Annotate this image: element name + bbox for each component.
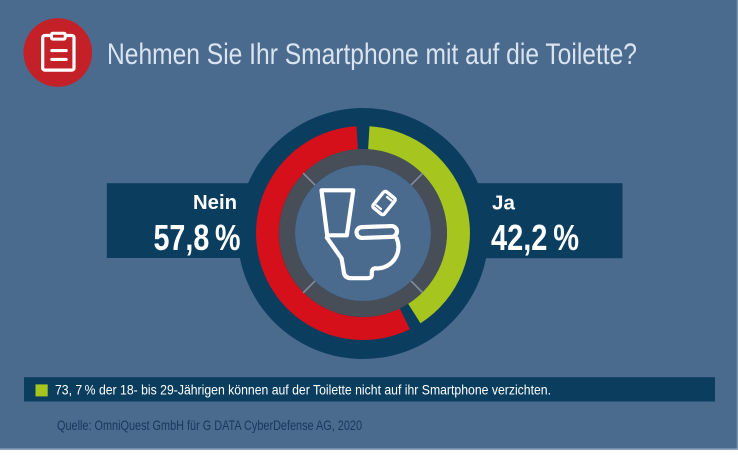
svg-text:42,2 %: 42,2 %: [491, 217, 579, 258]
svg-text:Ja: Ja: [492, 192, 515, 215]
svg-text:73, 7 % der 18- bis 29-Jährige: 73, 7 % der 18- bis 29-Jährigen können a…: [55, 383, 551, 399]
svg-text:Nehmen Sie Ihr Smartphone mit: Nehmen Sie Ihr Smartphone mit auf die To…: [107, 38, 637, 71]
svg-text:57,8 %: 57,8 %: [154, 217, 241, 258]
svg-text:Nein: Nein: [193, 191, 237, 214]
svg-text:Quelle: OmniQuest GmbH für G D: Quelle: OmniQuest GmbH für G DATA CyberD…: [57, 417, 362, 433]
